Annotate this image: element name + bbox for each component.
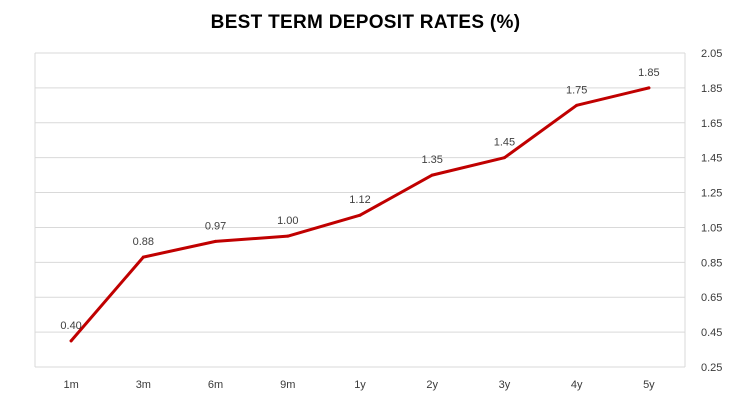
data-label: 0.88 bbox=[133, 236, 154, 248]
x-tick-label: 9m bbox=[280, 379, 295, 391]
axis-labels: 0.25 0.45 0.65 0.85 1.05 1.25 1.45 1.65 1.85 2.05… bbox=[63, 48, 722, 391]
data-label: 1.12 bbox=[349, 194, 370, 206]
x-tick-label: 2y bbox=[426, 379, 438, 391]
y-tick-label: 0.45 bbox=[701, 327, 722, 339]
x-tick-label: 3m bbox=[136, 379, 151, 391]
data-label: 1.35 bbox=[422, 154, 443, 166]
data-point bbox=[358, 213, 362, 217]
data-point bbox=[502, 156, 506, 160]
y-tick-label: 1.65 bbox=[701, 118, 722, 130]
data-point bbox=[647, 86, 651, 90]
data-label: 0.40 bbox=[60, 320, 81, 332]
chart-title: BEST TERM DEPOSIT RATES (%) bbox=[210, 12, 521, 33]
y-tick-label: 0.85 bbox=[701, 257, 722, 269]
y-tick-label: 1.85 bbox=[701, 83, 722, 95]
data-point bbox=[141, 255, 145, 259]
x-tick-label: 1m bbox=[63, 379, 78, 391]
y-tick-label: 1.45 bbox=[701, 153, 722, 165]
data-point bbox=[430, 173, 434, 177]
data-label: 0.97 bbox=[205, 220, 226, 232]
data-labels: 0.40 0.88 0.97 1.00 1.12 1.35 1.45 1.75 1.85 bbox=[60, 67, 659, 332]
x-tick-label: 1y bbox=[354, 379, 366, 391]
data-point bbox=[214, 239, 218, 243]
gridlines bbox=[34, 52, 686, 368]
y-tick-label: 1.05 bbox=[701, 222, 722, 234]
y-tick-label: 1.25 bbox=[701, 188, 722, 200]
y-tick-label: 0.25 bbox=[701, 362, 722, 374]
data-label: 1.00 bbox=[277, 215, 298, 227]
x-tick-label: 6m bbox=[208, 379, 223, 391]
data-label: 1.85 bbox=[638, 67, 659, 79]
data-point bbox=[575, 103, 579, 107]
x-tick-label: 3y bbox=[499, 379, 511, 391]
x-tick-label: 4y bbox=[571, 379, 583, 391]
y-tick-label: 0.65 bbox=[701, 292, 722, 304]
data-label: 1.45 bbox=[494, 137, 515, 149]
x-tick-label: 5y bbox=[643, 379, 655, 391]
y-tick-label: 2.05 bbox=[701, 48, 722, 60]
data-point bbox=[286, 234, 290, 238]
data-point bbox=[69, 339, 73, 343]
data-label: 1.75 bbox=[566, 84, 587, 96]
series-layer bbox=[69, 86, 651, 343]
